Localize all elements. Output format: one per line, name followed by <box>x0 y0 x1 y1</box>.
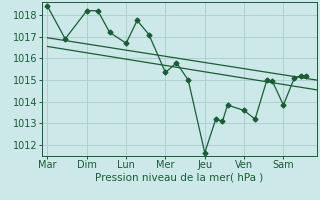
X-axis label: Pression niveau de la mer( hPa ): Pression niveau de la mer( hPa ) <box>95 173 263 183</box>
